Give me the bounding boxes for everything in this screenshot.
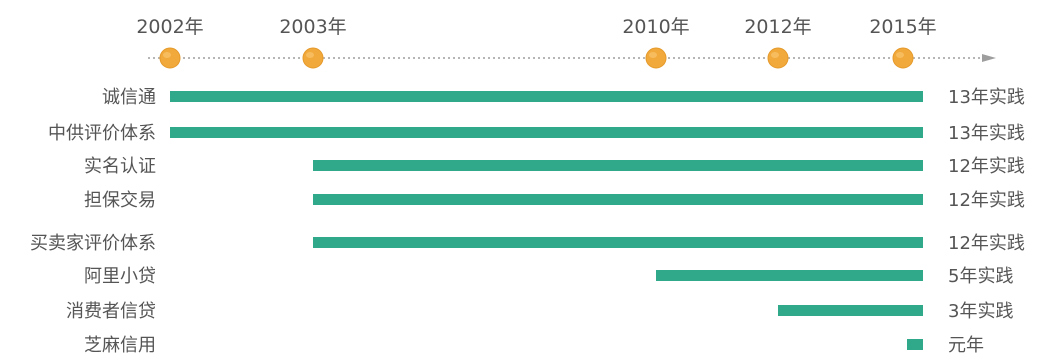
bar xyxy=(313,194,923,205)
category-label: 买卖家评价体系 xyxy=(30,233,156,254)
bar xyxy=(907,339,923,350)
category-label: 阿里小贷 xyxy=(84,266,156,287)
bar xyxy=(778,305,923,316)
year-marker-dot xyxy=(767,47,789,69)
year-label: 2010年 xyxy=(622,16,689,38)
bar-value-label: 12年实践 xyxy=(948,233,1025,254)
year-marker-highlight xyxy=(771,52,779,58)
category-label: 担保交易 xyxy=(84,190,156,211)
bar-value-label: 12年实践 xyxy=(948,190,1025,211)
timeline-arrow-icon xyxy=(982,54,996,62)
category-label: 芝麻信用 xyxy=(84,335,156,353)
year-marker-highlight xyxy=(163,52,171,58)
year-marker-highlight xyxy=(896,52,904,58)
year-markers: 2002年 2003年 2010年 2012年 2015年 xyxy=(136,16,937,69)
bar xyxy=(170,127,923,138)
year-label: 2015年 xyxy=(869,16,936,38)
bar xyxy=(656,270,923,281)
bar xyxy=(313,237,923,248)
year-marker-dot xyxy=(159,47,181,69)
year-marker-dot xyxy=(892,47,914,69)
category-label: 诚信通 xyxy=(102,87,156,108)
bar-value-label: 13年实践 xyxy=(948,123,1025,144)
bar-value-label: 3年实践 xyxy=(948,301,1013,322)
year-label: 2003年 xyxy=(279,16,346,38)
category-label: 中供评价体系 xyxy=(48,123,156,144)
bar-value-label: 13年实践 xyxy=(948,87,1025,108)
bar-value-label: 5年实践 xyxy=(948,266,1013,287)
year-marker-highlight xyxy=(649,52,657,58)
year-marker-dot xyxy=(645,47,667,69)
bar xyxy=(170,91,923,102)
year-label: 2012年 xyxy=(744,16,811,38)
year-label: 2002年 xyxy=(136,16,203,38)
category-label: 消费者信贷 xyxy=(66,301,156,322)
year-marker-dot xyxy=(302,47,324,69)
year-marker-highlight xyxy=(306,52,314,58)
category-label: 实名认证 xyxy=(84,156,156,177)
bar xyxy=(313,160,923,171)
bar-value-label: 12年实践 xyxy=(948,156,1025,177)
bar-value-label: 元年 xyxy=(948,335,984,353)
